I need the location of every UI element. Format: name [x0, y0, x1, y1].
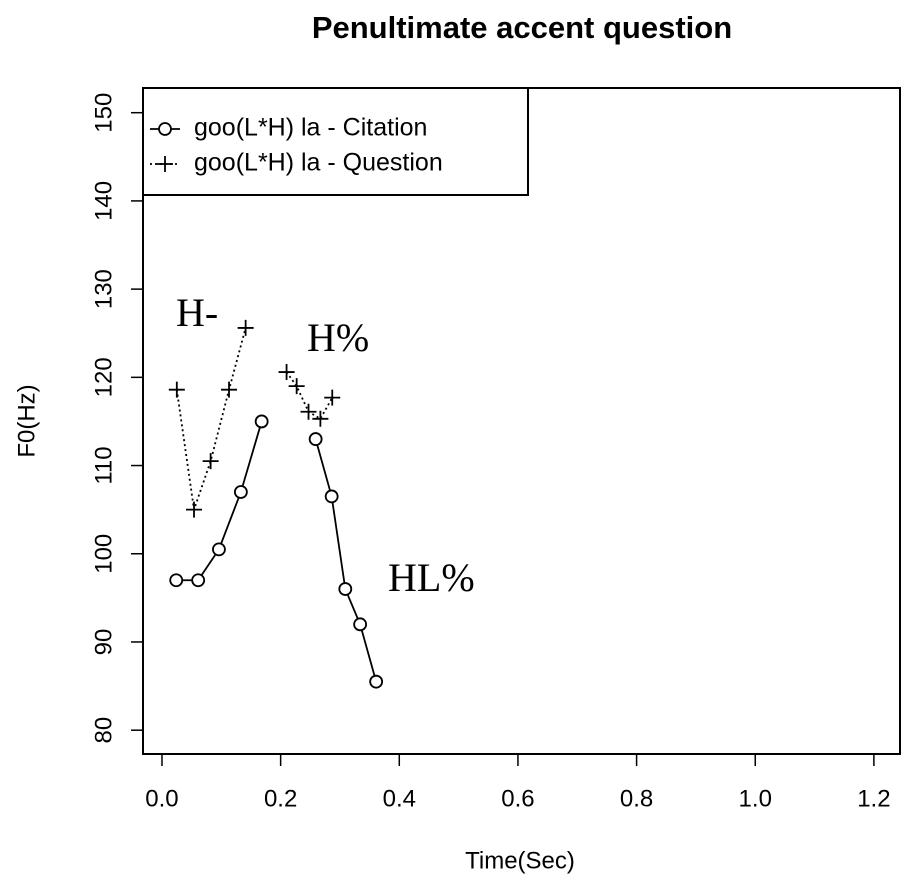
x-tick-label: 1.0 [739, 785, 772, 812]
y-tick-label: 120 [90, 357, 117, 397]
point [254, 414, 269, 429]
point [202, 453, 219, 470]
point [324, 389, 341, 406]
y-tick-label: 140 [90, 181, 117, 221]
y-axis-label: F0(Hz) [13, 384, 40, 457]
point [308, 432, 323, 446]
legend-marker [158, 122, 172, 136]
x-tick-label: 0.8 [620, 785, 653, 812]
point [168, 381, 185, 398]
x-tick-label: 0.0 [145, 785, 178, 812]
x-tick-label: 0.6 [501, 785, 534, 812]
point [338, 582, 353, 596]
x-axis-label: Time(Sec) [465, 847, 575, 874]
point [237, 319, 254, 336]
annotation: H- [176, 290, 218, 335]
y-tick-label: 150 [90, 93, 117, 133]
point [186, 501, 203, 518]
y-tick-label: 110 [90, 446, 117, 484]
y-tick-label: 100 [90, 534, 117, 574]
annotation: HL% [388, 555, 475, 600]
point [369, 674, 384, 689]
point [288, 378, 305, 395]
chart-title: Penultimate accent question [312, 10, 732, 45]
point [312, 410, 329, 427]
x-tick-label: 1.2 [857, 785, 890, 812]
point [212, 542, 226, 557]
point [169, 573, 184, 588]
annotation: H% [307, 315, 369, 360]
x-tick-label: 0.2 [264, 785, 297, 812]
x-tick-label: 0.4 [383, 785, 416, 812]
point [191, 573, 206, 588]
point [353, 617, 368, 632]
point [300, 403, 317, 420]
point [278, 364, 295, 381]
point [221, 381, 238, 398]
y-tick-label: 130 [90, 269, 117, 309]
legend-marker [157, 156, 173, 172]
point [324, 489, 339, 504]
legend-label: goo(L*H) la - Citation [194, 114, 427, 142]
y-tick-label: 80 [90, 717, 117, 744]
y-tick-label: 90 [90, 629, 117, 656]
legend-box [142, 87, 529, 196]
legend-label: goo(L*H) la - Question [194, 149, 443, 177]
point [233, 485, 248, 499]
